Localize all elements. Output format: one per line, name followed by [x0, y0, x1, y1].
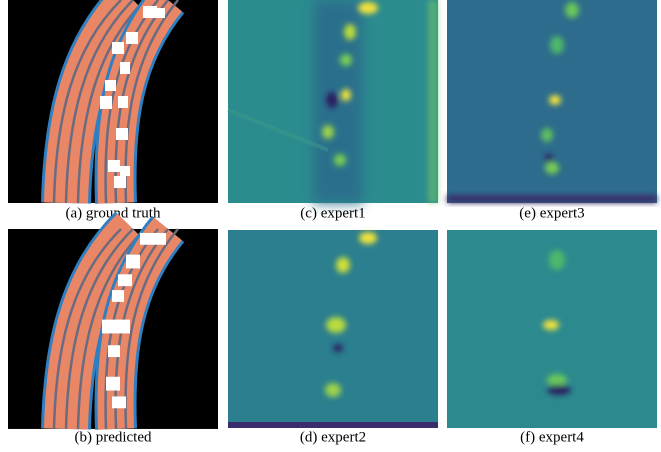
heat-edge — [447, 195, 657, 203]
panel-d — [228, 230, 438, 428]
caption: (c) expert1 — [300, 205, 365, 221]
panel-f — [447, 230, 657, 428]
caption: (e) expert3 — [519, 205, 584, 221]
panel-a — [8, 0, 218, 203]
figure: (a) ground truth (c) expert1 (e) expert3 — [0, 0, 661, 452]
caption: (f) expert4 — [520, 429, 584, 445]
caption: (b) predicted — [74, 429, 152, 445]
road-image — [8, 0, 218, 203]
panel-c — [228, 0, 438, 203]
panel-e — [447, 0, 657, 203]
heat-edge — [228, 422, 438, 428]
page: Expert attention figure html, body { mar… — [0, 0, 661, 452]
heat-edge — [428, 0, 438, 203]
caption: (d) expert2 — [300, 429, 366, 445]
body: {"figure": {"panels": [ {"caption": "(a)… — [0, 0, 661, 452]
panel-b — [8, 229, 218, 429]
